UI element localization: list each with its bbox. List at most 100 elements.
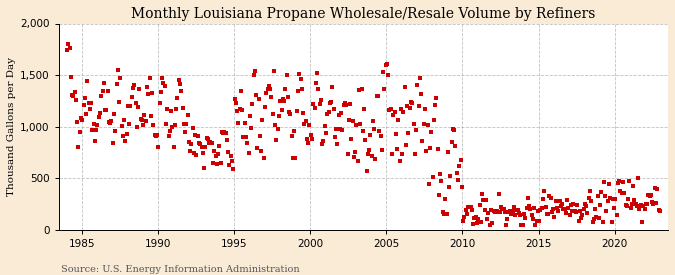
Point: [116, 124, 127, 128]
Point: [211, 162, 222, 166]
Point: [106, 119, 117, 124]
Point: [597, 219, 608, 224]
Point: [466, 208, 477, 213]
Point: [210, 153, 221, 158]
Point: [593, 216, 604, 221]
Point: [182, 112, 193, 117]
Point: [332, 141, 343, 146]
Point: [456, 185, 467, 189]
Point: [440, 196, 451, 201]
Point: [417, 138, 428, 143]
Point: [93, 115, 104, 120]
Point: [315, 98, 326, 103]
Point: [234, 106, 245, 111]
Point: [367, 119, 378, 123]
Point: [103, 120, 114, 124]
Point: [390, 131, 401, 136]
Point: [86, 101, 97, 105]
Point: [217, 130, 227, 134]
Point: [648, 202, 659, 206]
Point: [606, 219, 617, 224]
Point: [142, 85, 153, 89]
Point: [228, 166, 239, 171]
Point: [505, 209, 516, 213]
Point: [84, 106, 95, 111]
Point: [468, 222, 479, 226]
Point: [130, 101, 141, 106]
Point: [537, 206, 547, 210]
Point: [423, 182, 434, 187]
Point: [654, 209, 665, 213]
Point: [125, 103, 136, 108]
Point: [632, 204, 643, 209]
Point: [165, 109, 176, 113]
Point: [647, 200, 657, 204]
Point: [80, 96, 90, 100]
Point: [87, 128, 98, 133]
Y-axis label: Thousand Gallons per Day: Thousand Gallons per Day: [7, 57, 16, 196]
Point: [441, 212, 452, 216]
Point: [122, 132, 132, 136]
Point: [589, 217, 599, 222]
Point: [155, 89, 166, 94]
Point: [644, 194, 655, 198]
Point: [64, 46, 75, 50]
Point: [380, 63, 391, 67]
Point: [340, 100, 350, 105]
Point: [452, 177, 463, 182]
Point: [427, 175, 438, 180]
Point: [385, 106, 396, 111]
Point: [413, 104, 424, 108]
Point: [564, 213, 575, 217]
Point: [379, 87, 389, 92]
Point: [161, 122, 171, 127]
Point: [614, 179, 624, 183]
Point: [541, 212, 552, 216]
Point: [641, 202, 651, 206]
Point: [576, 215, 587, 220]
Point: [560, 211, 571, 216]
Point: [393, 118, 404, 122]
Point: [80, 112, 91, 117]
Point: [526, 213, 537, 217]
Point: [285, 111, 296, 116]
Point: [653, 208, 664, 213]
Point: [230, 101, 241, 106]
Point: [304, 122, 315, 127]
Point: [165, 129, 176, 133]
Point: [119, 118, 130, 122]
Point: [463, 205, 474, 209]
Point: [294, 72, 304, 76]
Point: [348, 155, 359, 160]
Point: [472, 221, 483, 225]
Point: [76, 116, 86, 120]
Point: [580, 202, 591, 206]
Point: [375, 133, 386, 138]
Point: [455, 158, 466, 162]
Point: [465, 205, 476, 209]
Point: [354, 87, 364, 92]
Point: [224, 163, 235, 167]
Point: [474, 202, 485, 207]
Point: [263, 84, 274, 89]
Point: [381, 62, 392, 67]
Point: [344, 118, 354, 122]
Point: [534, 218, 545, 223]
Point: [135, 117, 146, 121]
Point: [610, 197, 621, 202]
Point: [338, 103, 349, 107]
Point: [97, 89, 108, 93]
Point: [400, 85, 410, 89]
Point: [240, 134, 251, 139]
Point: [289, 129, 300, 134]
Point: [133, 105, 144, 109]
Point: [257, 118, 268, 123]
Point: [243, 151, 254, 156]
Point: [63, 42, 74, 46]
Point: [601, 209, 612, 213]
Point: [369, 127, 379, 132]
Point: [421, 148, 431, 153]
Point: [639, 207, 650, 211]
Point: [315, 102, 325, 107]
Point: [410, 152, 421, 156]
